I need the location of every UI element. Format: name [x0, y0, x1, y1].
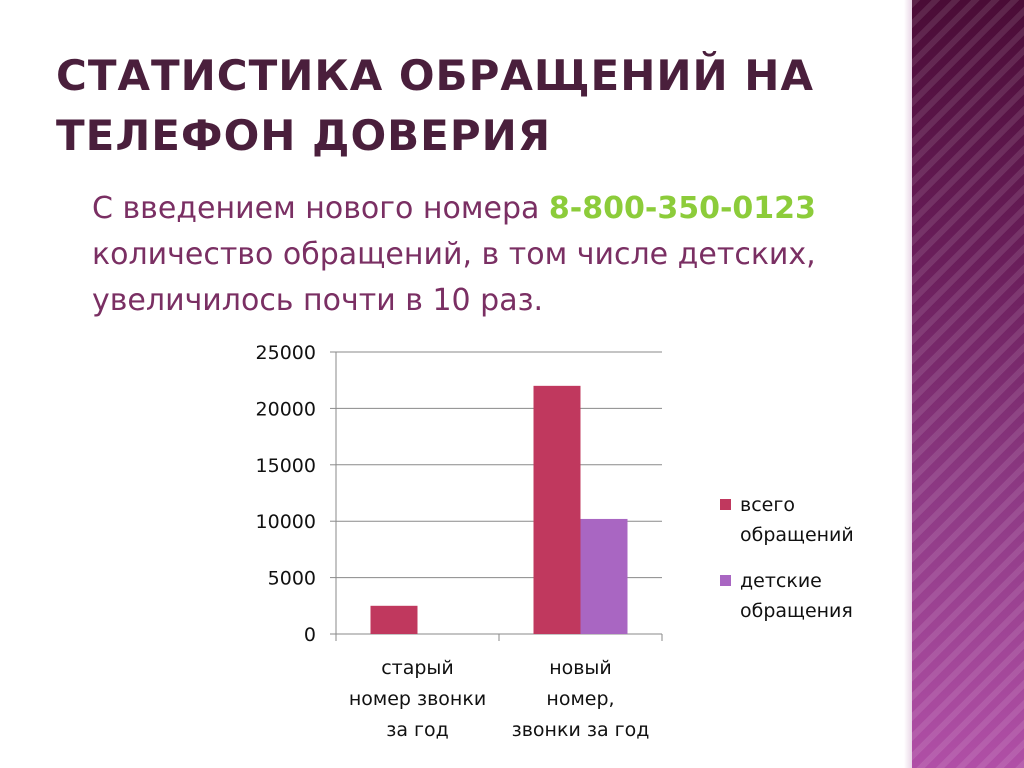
y-tick-label: 15000 — [256, 455, 316, 477]
decorative-side-panel — [912, 0, 1024, 768]
y-tick-label: 25000 — [256, 342, 316, 364]
y-tick-label: 20000 — [256, 398, 316, 420]
body-text-rest: количество обращений, в том числе детски… — [92, 237, 816, 318]
bar-total-old — [370, 605, 418, 634]
x-category-label: старый номер звонки за год — [349, 657, 486, 741]
x-category-label: новый номер, звонки за год — [512, 657, 650, 741]
slide-title-line-2: ТЕЛЕФОН ДОВЕРИЯ — [56, 111, 552, 160]
y-tick-label: 0 — [304, 624, 316, 646]
legend-label: детские обращения — [740, 570, 853, 622]
y-tick-label: 10000 — [256, 511, 316, 533]
legend-swatch — [720, 575, 731, 586]
side-panel-edge — [904, 0, 912, 768]
body-text-intro: С введением нового номера — [92, 191, 549, 226]
bar-chart: 0 5000 10000 15000 20000 25000 старый номер зво… — [256, 342, 854, 741]
legend-label: всего обращений — [740, 494, 854, 546]
slide-title: СТАТИСТИКА ОБРАЩЕНИЙ НА ТЕЛЕФОН ДОВЕРИЯ — [56, 46, 876, 166]
bar-total-new — [533, 385, 581, 634]
bar-children-new — [580, 518, 628, 634]
y-tick-label: 5000 — [268, 568, 316, 590]
legend-swatch — [720, 499, 731, 510]
slide-body-text: С введением нового номера 8-800-350-0123… — [92, 186, 852, 324]
slide-title-line-1: СТАТИСТИКА ОБРАЩЕНИЙ НА — [56, 51, 814, 100]
phone-number: 8-800-350-0123 — [548, 191, 816, 226]
